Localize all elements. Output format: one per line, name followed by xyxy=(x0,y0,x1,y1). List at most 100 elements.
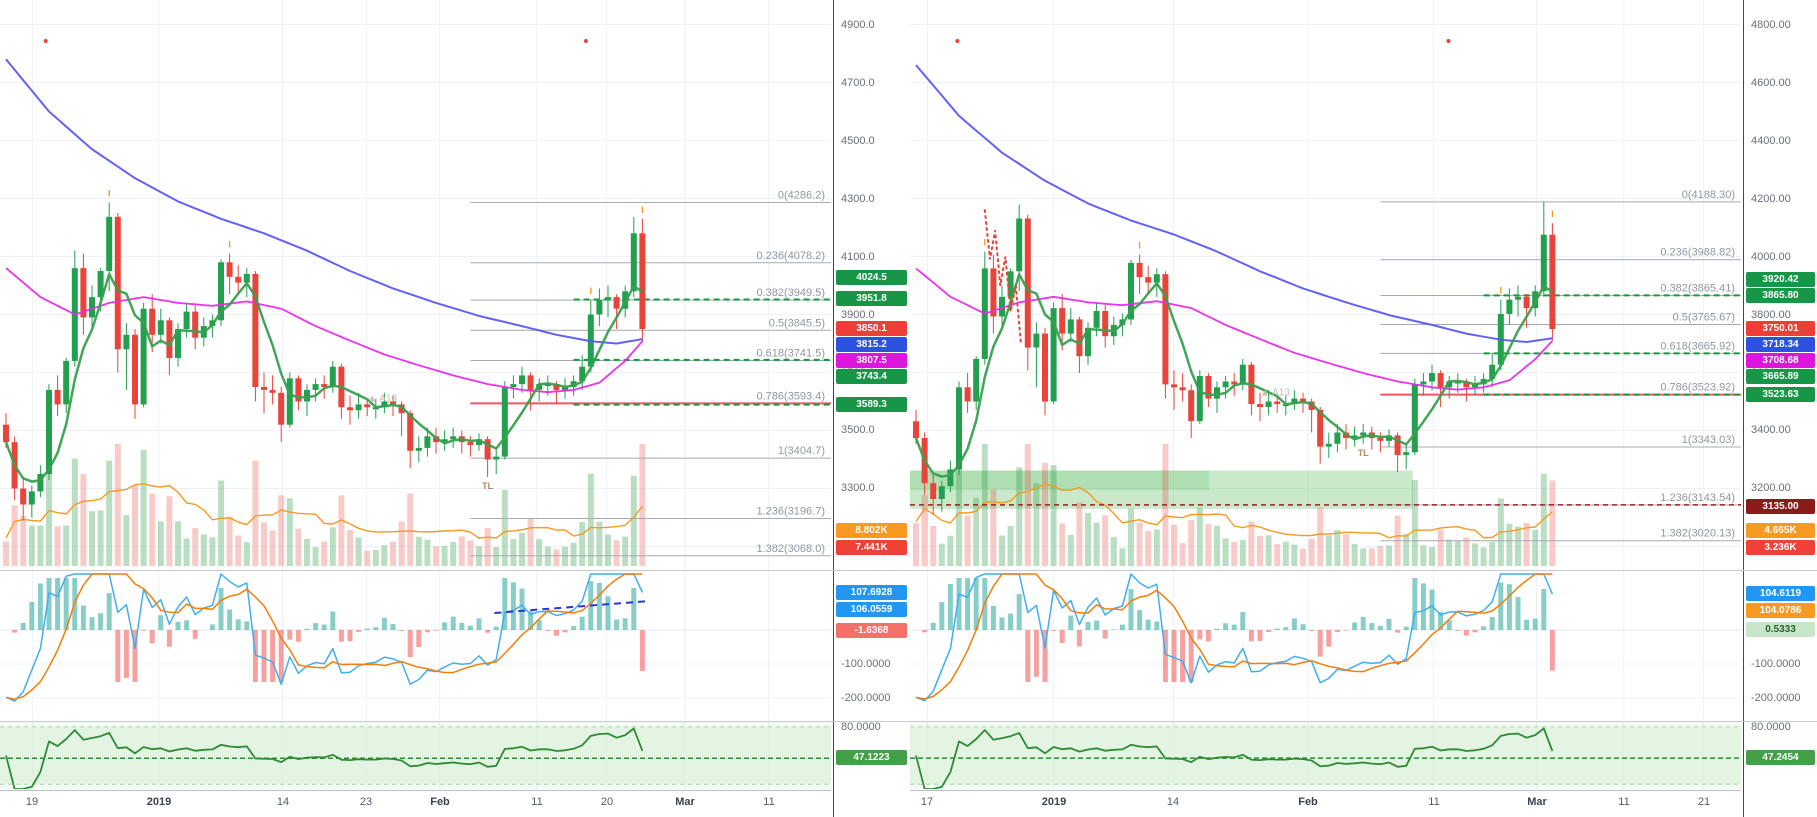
volume-bar xyxy=(913,523,919,566)
osc-histogram-bar xyxy=(1188,630,1194,682)
candle-body xyxy=(1300,398,1306,402)
candle-body xyxy=(1214,387,1220,399)
osc-line xyxy=(5,573,644,702)
osc-histogram-bar xyxy=(1051,630,1057,631)
rsi-badge: 47.2454 xyxy=(1746,750,1815,765)
candle-body xyxy=(286,378,293,425)
volume-badge: 7.441K xyxy=(836,540,907,555)
price-pane[interactable]: 0(4286.2) 0.236(4078.2) 0.382(3949.5) 0.5(3… xyxy=(0,0,831,569)
rsi-badge: 47.1223 xyxy=(836,750,907,765)
osc-histogram-bar xyxy=(1283,627,1289,630)
volume-bar xyxy=(1153,529,1160,566)
osc-histogram-bar xyxy=(1231,624,1237,630)
osc-histogram-bar xyxy=(184,620,190,630)
osc-histogram-bar xyxy=(20,623,26,630)
support-zone xyxy=(910,470,1210,490)
price-pane[interactable]: 0(4188.30) 0.236(3988.82) 0.382(3865.41) 0.… xyxy=(910,0,1741,569)
candle-body xyxy=(964,387,971,402)
volume-bar xyxy=(424,539,431,566)
osc-histogram-bar xyxy=(1463,630,1469,636)
volume-bar xyxy=(114,444,121,566)
candle-body xyxy=(114,216,121,350)
volume-bar xyxy=(338,495,345,566)
time-axis-label: 11 xyxy=(1428,796,1440,808)
candle-body xyxy=(1515,296,1521,300)
candle-body xyxy=(441,439,448,443)
candle-body xyxy=(54,389,61,405)
rsi-pane[interactable] xyxy=(0,722,831,789)
candle-body xyxy=(1351,435,1358,438)
osc-histogram-bar xyxy=(381,618,387,630)
candle-body xyxy=(1059,308,1066,334)
price-badge: 3920.42 xyxy=(1746,272,1815,287)
time-axis-label: 20 xyxy=(600,796,614,808)
bar-marker: TL xyxy=(1358,448,1369,458)
candle-body xyxy=(1308,401,1315,410)
pane-divider[interactable] xyxy=(0,570,910,571)
osc-histogram-bar xyxy=(1515,597,1521,630)
volume-bar xyxy=(1076,502,1083,566)
osc-histogram-bar xyxy=(1094,620,1100,630)
osc-histogram-bar xyxy=(1549,630,1555,671)
candle-body xyxy=(467,442,474,445)
volume-bar xyxy=(1188,520,1195,566)
rsi-pane[interactable] xyxy=(910,722,1741,789)
time-axis[interactable]: 19 2019 14 23 Feb 11 20 Mar 11 xyxy=(0,790,831,817)
fib-level-label: 1.382(3020.13) xyxy=(1660,528,1735,540)
pane-divider[interactable] xyxy=(0,721,910,722)
osc-histogram-bar xyxy=(510,582,516,630)
volume-bar xyxy=(261,522,267,566)
volume-bar xyxy=(209,537,216,566)
volume-bar xyxy=(106,460,113,566)
osc-histogram-bar xyxy=(313,623,319,630)
volume-bar xyxy=(415,536,422,566)
candle-body xyxy=(947,469,954,487)
volume-badge: 3.236K xyxy=(1746,540,1815,555)
fib-level-label: 0.382(3949.5) xyxy=(757,287,826,299)
candle-body xyxy=(536,384,543,390)
price-badge: 3850.1 xyxy=(836,321,907,336)
bar-marker: I xyxy=(1551,209,1554,219)
pane-divider[interactable] xyxy=(910,570,1817,571)
osc-line xyxy=(915,573,1553,700)
volume-bar xyxy=(1042,462,1048,566)
candle-body xyxy=(1102,311,1109,337)
volume-bar xyxy=(1110,537,1117,566)
candle-body xyxy=(1085,327,1091,357)
volume-bar xyxy=(956,457,962,566)
osc-histogram-bar xyxy=(295,630,301,642)
osc-histogram-bar xyxy=(562,630,568,633)
candle-body xyxy=(1420,381,1427,385)
pane-divider[interactable] xyxy=(910,721,1817,722)
volume-bar xyxy=(355,537,362,566)
fib-level-label: 0.236(4078.2) xyxy=(757,250,826,262)
price-axis[interactable]: 4900.04700.04500.04300.04100.03900.03700… xyxy=(833,0,910,817)
price-axis[interactable]: 4800.00 4600.00 4400.00 4200.00 4000.00 3800.… xyxy=(1743,0,1817,817)
candle-body xyxy=(278,392,285,425)
osc-line xyxy=(5,573,643,700)
time-axis-label: Feb xyxy=(430,796,450,808)
bar-marker: I xyxy=(590,286,593,296)
volume-bar xyxy=(1523,522,1530,566)
oscillator-axis-tick: -100.0000 xyxy=(1751,658,1801,670)
osc-histogram-bar xyxy=(80,605,86,630)
oscillator-pane[interactable] xyxy=(0,571,831,719)
time-axis-label: 11 xyxy=(531,796,543,808)
osc-histogram-bar xyxy=(553,630,559,636)
oscillator-pane[interactable] xyxy=(910,571,1741,719)
candle-body xyxy=(20,488,27,505)
y-axis-tick: 3900.0 xyxy=(841,309,875,321)
candle-body xyxy=(1317,409,1324,447)
oscillator-badge: 106.0559 xyxy=(836,602,907,617)
candle-body xyxy=(990,268,997,317)
fib-level-label: 1.236(3143.54) xyxy=(1660,492,1735,504)
candle-body xyxy=(519,375,525,385)
y-axis-tick: 4100.0 xyxy=(841,251,875,263)
y-axis-tick: 4400.00 xyxy=(1751,135,1791,147)
y-axis-tick: 3400.00 xyxy=(1751,424,1791,436)
price-badge: 3807.5 xyxy=(836,353,907,368)
time-axis[interactable]: 17 2019 14 Feb 11 Mar 11 21 xyxy=(910,790,1741,817)
volume-bar xyxy=(149,493,156,566)
osc-histogram-bar xyxy=(1214,628,1220,630)
